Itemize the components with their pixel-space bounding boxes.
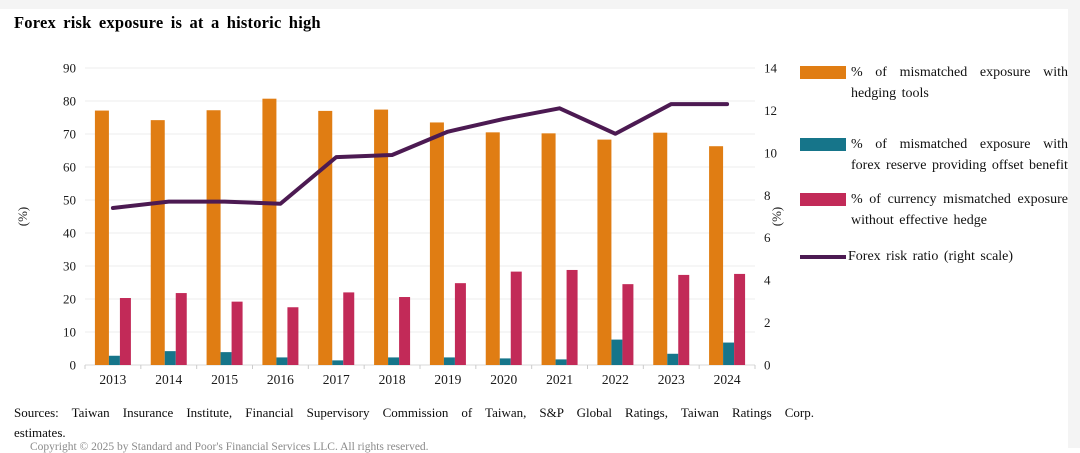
x-axis-year-label: 2013 (99, 372, 126, 387)
bar-series3-2020 (510, 271, 522, 365)
bar-series3-2024 (734, 273, 746, 365)
right-axis-title: (%) (769, 207, 784, 227)
right-axis-tick-label: 2 (764, 315, 771, 330)
bar-series2-2021 (555, 359, 567, 365)
right-axis-tick-label: 8 (764, 188, 771, 203)
legend-item-forex-risk-ratio: Forex risk ratio (right scale) (800, 246, 1068, 267)
legend-label-hedging-tools: % of mismatched exposure with hedging to… (851, 65, 1068, 101)
legend-swatch-without-hedge (800, 193, 846, 206)
x-axis-year-label: 2020 (490, 372, 517, 387)
right-axis-tick-label: 6 (764, 230, 771, 245)
bar-series2-2016 (276, 357, 288, 365)
x-axis-year-label: 2017 (323, 372, 350, 387)
x-axis-year-label: 2024 (714, 372, 741, 387)
legend-item-forex-reserve: % of mismatched exposure with forex rese… (800, 134, 1068, 176)
chart-legend: % of mismatched exposure with hedging to… (800, 62, 1068, 267)
left-axis-tick-label: 10 (63, 325, 76, 340)
bar-series2-2013 (108, 355, 120, 365)
bar-series1-2014 (150, 120, 165, 365)
bar-series3-2017 (343, 292, 355, 365)
right-axis-tick-label: 10 (764, 145, 777, 160)
bar-series1-2015 (206, 110, 221, 366)
chart-canvas: 0 10 20 30 40 50 60 70 80 90 0 2 4 6 8 10 12 14 2013 2014 20… (15, 61, 784, 388)
legend-label-without-hedge: % of currency mismatched exposure withou… (851, 192, 1068, 228)
bar-series3-2023 (678, 274, 690, 365)
legend-item-without-hedge: % of currency mismatched exposure withou… (800, 189, 1068, 231)
bar-series2-2018 (388, 357, 400, 365)
bar-series3-2016 (287, 307, 299, 365)
page-margin-right (1068, 0, 1080, 448)
bar-series1-2022 (597, 139, 612, 365)
bar-series2-2023 (667, 353, 679, 365)
left-axis-tick-label: 40 (63, 226, 76, 241)
bar-series3-2018 (399, 297, 411, 365)
legend-swatch-forex-risk-ratio (800, 255, 846, 259)
x-axis-year-label: 2015 (211, 372, 238, 387)
legend-label-forex-risk-ratio: Forex risk ratio (right scale) (848, 249, 1014, 264)
bar-series2-2022 (611, 339, 623, 365)
chart-area: 0 10 20 30 40 50 60 70 80 90 0 2 4 6 8 10 12 14 2013 2014 20… (0, 40, 790, 400)
right-axis-tick-label: 0 (764, 358, 771, 373)
sources-line-2: estimates. (14, 425, 66, 440)
bar-series1-2023 (653, 132, 668, 365)
right-axis-tick-label: 14 (764, 61, 778, 76)
line-forex-risk-ratio (110, 102, 730, 211)
legend-label-forex-reserve: % of mismatched exposure with forex rese… (851, 137, 1068, 173)
sources-line-1: Sources: Taiwan Insurance Institute, Fin… (14, 405, 814, 420)
left-axis-tick-label: 60 (63, 160, 76, 175)
x-axis-year-label: 2022 (602, 372, 629, 387)
bar-series1-2020 (485, 132, 500, 365)
left-axis-tick-label: 50 (63, 193, 76, 208)
bar-series1-2016 (262, 98, 277, 365)
sources-note: Sources: Taiwan Insurance Institute, Fin… (14, 403, 814, 443)
bar-series2-2020 (499, 358, 511, 365)
left-axis-tick-label: 30 (63, 259, 76, 274)
bar-series1-2019 (429, 122, 444, 365)
left-axis-tick-label: 70 (63, 127, 76, 142)
bar-series2-2019 (443, 357, 455, 365)
left-axis-tick-label: 90 (63, 61, 76, 76)
bar-series3-2015 (231, 301, 243, 365)
bar-series1-2021 (541, 133, 556, 365)
chart-title: Forex risk exposure is at a historic hig… (14, 13, 321, 32)
left-axis-tick-label: 0 (70, 358, 77, 373)
bar-series2-2017 (332, 360, 344, 365)
x-axis-year-label: 2021 (546, 372, 573, 387)
page-margin-top (0, 0, 1080, 9)
bar-series3-2013 (119, 298, 131, 365)
bar-series1-2024 (709, 146, 724, 365)
x-axis-year-label: 2019 (434, 372, 461, 387)
x-axis-year-label: 2016 (267, 372, 294, 387)
x-axis-year-label: 2014 (155, 372, 182, 387)
copyright-note-clipped: Copyright © 2025 by Standard and Poor's … (30, 441, 429, 453)
bar-series1-2017 (318, 110, 333, 366)
bar-series3-2021 (566, 269, 578, 365)
legend-swatch-forex-reserve (800, 138, 846, 151)
bar-series2-2015 (220, 352, 232, 365)
right-axis-tick-label: 4 (764, 273, 771, 288)
left-axis-tick-label: 80 (63, 94, 76, 109)
bar-series1-2013 (94, 110, 109, 365)
bar-series3-2022 (622, 284, 634, 365)
left-axis-title: (%) (15, 207, 30, 227)
legend-swatch-hedging-tools (800, 66, 846, 79)
x-axis-year-label: 2023 (658, 372, 685, 387)
right-axis-tick-label: 12 (764, 103, 777, 118)
bar-series2-2014 (164, 351, 176, 365)
x-axis-year-label: 2018 (379, 372, 406, 387)
bar-series1-2018 (374, 109, 389, 365)
legend-item-hedging-tools: % of mismatched exposure with hedging to… (800, 62, 1068, 104)
bar-series3-2019 (454, 283, 466, 365)
bar-series3-2014 (175, 293, 187, 365)
bar-series2-2024 (723, 342, 735, 365)
left-axis-tick-label: 20 (63, 292, 76, 307)
